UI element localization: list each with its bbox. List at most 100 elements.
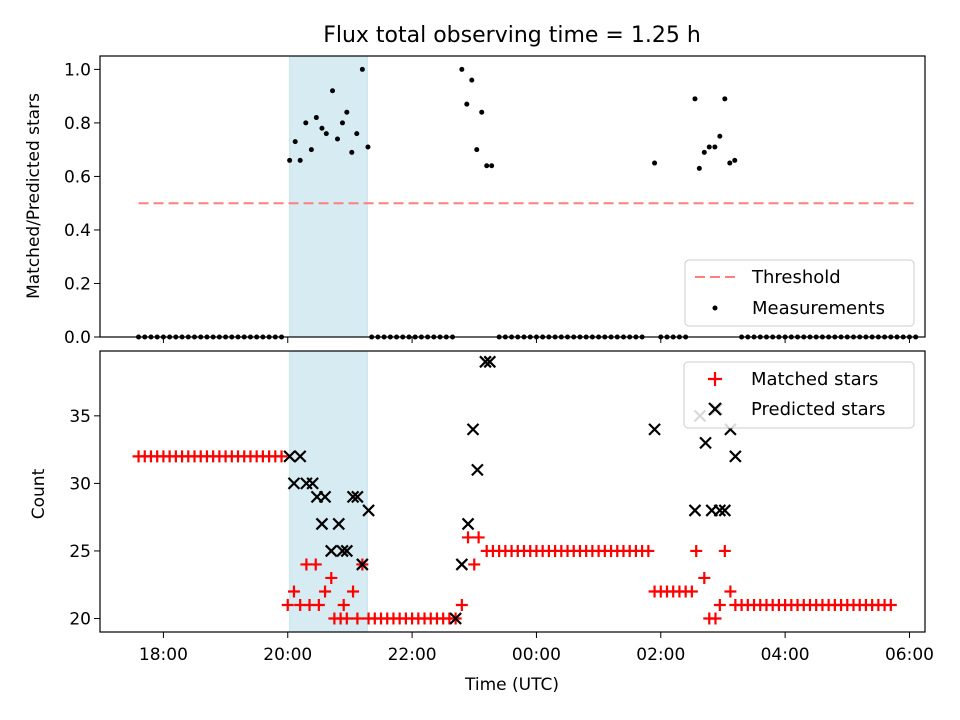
predicted-star-point: [718, 504, 732, 517]
matched-star-point: [309, 558, 322, 571]
measurement-point: [701, 149, 707, 155]
x-tick-label: 00:00: [512, 645, 561, 665]
predicted-star-point: [336, 544, 349, 558]
predicted-star-point: [324, 544, 338, 558]
measurement-point: [319, 125, 325, 131]
y-tick-label: 25: [69, 542, 91, 562]
matched-star-point: [287, 585, 300, 598]
measurement-point: [696, 165, 702, 171]
predicted-star-point: [455, 558, 469, 571]
top-y-axis-label: Matched/Predicted stars: [24, 93, 44, 299]
bottom-plot-frame: [99, 350, 926, 633]
matched-star-point: [685, 585, 698, 598]
legend-matched-swatch: [708, 372, 722, 386]
predicted-star-points: [283, 355, 742, 625]
x-tick-label: 02:00: [636, 645, 685, 665]
measurement-point: [706, 144, 712, 150]
measurement-point: [334, 136, 340, 142]
matched-star-point: [709, 612, 722, 625]
measurement-point: [732, 157, 738, 163]
measurement-point: [712, 144, 718, 150]
y-tick-label: 1.0: [64, 60, 91, 80]
measurement-point: [717, 133, 723, 139]
predicted-star-point: [293, 450, 307, 463]
measurement-point: [323, 131, 329, 137]
legend-predicted-swatch: [708, 402, 722, 416]
measurement-point: [365, 144, 371, 150]
predicted-star-point: [648, 423, 661, 436]
measurement-point: [722, 96, 728, 102]
measurement-point: [313, 115, 319, 121]
matched-star-point: [462, 531, 475, 544]
predicted-star-point: [306, 477, 319, 490]
predicted-star-point: [318, 490, 332, 504]
predicted-star-point: [287, 477, 301, 490]
matched-star-point: [642, 544, 655, 557]
matched-star-point: [325, 571, 338, 584]
matched-star-point: [724, 585, 737, 598]
predicted-star-point: [713, 504, 727, 517]
bottom-legend: Matched stars Predicted stars: [683, 361, 915, 429]
x-tick-label: 06:00: [885, 645, 934, 665]
predicted-star-point: [471, 463, 484, 477]
measurement-point: [292, 139, 298, 145]
measurement-point: [474, 147, 480, 153]
matched-star-points: [132, 450, 897, 625]
y-tick-label: 0.0: [64, 328, 91, 348]
predicted-star-point: [479, 355, 492, 369]
matched-star-point: [281, 598, 294, 611]
legend-matched-label: Matched stars: [751, 369, 878, 390]
measurement-point: [297, 157, 303, 163]
predicted-star-point: [283, 450, 296, 463]
measurement-point: [727, 160, 733, 166]
measurement-point: [330, 88, 336, 94]
measurement-point: [484, 163, 490, 169]
measurement-point: [469, 77, 475, 83]
bottom-legend-box: [683, 361, 915, 429]
y-tick-label: 0.4: [64, 221, 91, 241]
measurement-point: [287, 157, 293, 163]
y-tick-label: 30: [69, 474, 91, 494]
measurement-point: [692, 96, 698, 102]
predicted-star-point: [688, 504, 702, 517]
measurement-point: [308, 147, 314, 153]
matched-star-point: [884, 598, 897, 611]
bottom-y-axis-label: Count: [29, 468, 49, 519]
measurement-point: [344, 109, 350, 115]
bottom-x-ticks: 18:00 20:00 22:00 00:00 02:00 04:00 06:00: [139, 632, 934, 665]
top-legend-box: [684, 259, 915, 327]
y-tick-label: 0.8: [64, 114, 91, 134]
x-tick-label: 18:00: [139, 645, 188, 665]
x-tick-label: 04:00: [761, 645, 810, 665]
matched-star-point: [275, 450, 288, 463]
top-plot-frame: [99, 55, 926, 338]
y-tick-label: 35: [69, 407, 91, 427]
matched-star-point: [351, 612, 364, 625]
x-tick-label: 20:00: [263, 645, 312, 665]
matched-star-point: [718, 544, 731, 557]
measurement-point: [464, 101, 470, 107]
top-y-ticks: 0.0 0.2 0.4 0.6 0.8 1.0: [64, 60, 100, 348]
predicted-star-point: [315, 517, 329, 531]
predicted-star-point: [332, 517, 346, 531]
legend-measurements-label: Measurements: [752, 298, 885, 319]
predicted-star-point: [466, 423, 480, 436]
matched-star-point: [690, 544, 703, 557]
measurement-point: [303, 120, 309, 126]
predicted-star-point: [449, 612, 462, 625]
top-x-ticks: [162, 337, 910, 343]
predicted-star-point: [483, 355, 497, 369]
measurement-point: [339, 120, 345, 126]
matched-star-point: [340, 612, 353, 625]
predicted-star-point: [356, 558, 369, 571]
measurement-point: [652, 160, 658, 166]
bottom-panel: 20 25 30 35 18:00 20:00 22:00 00:00 02:00 04:00 0…: [29, 350, 934, 695]
y-tick-label: 0.6: [64, 167, 91, 187]
legend-threshold-label: Threshold: [751, 267, 841, 288]
predicted-star-point: [461, 517, 475, 531]
measurement-point: [354, 131, 360, 137]
matched-star-point: [347, 585, 360, 598]
bottom-y-ticks: 20 25 30 35: [69, 407, 100, 629]
chart-title: Flux total observing time = 1.25 h: [323, 23, 701, 48]
predicted-star-point: [729, 450, 742, 463]
